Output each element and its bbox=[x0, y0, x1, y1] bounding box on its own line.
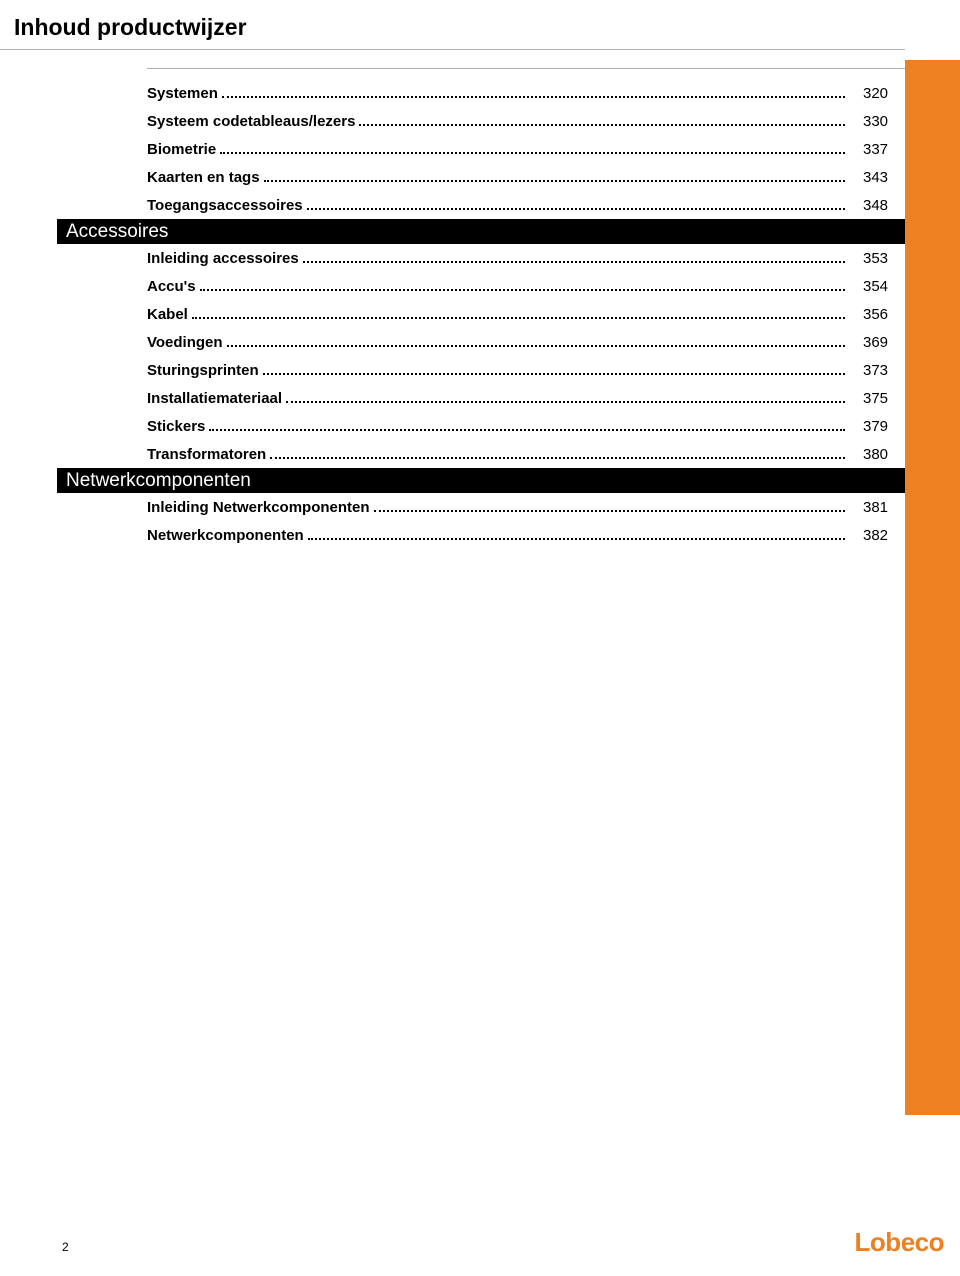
toc-item-label: Toegangsaccessoires bbox=[147, 197, 303, 214]
toc-item-page: 330 bbox=[857, 113, 905, 130]
toc-item-page: 380 bbox=[857, 446, 905, 463]
toc-item-label-wrap: Kabel bbox=[147, 306, 857, 323]
toc-item[interactable]: Netwerkcomponenten 382 bbox=[0, 521, 905, 549]
toc-leader-dots bbox=[220, 152, 845, 154]
toc-item-label: Netwerkcomponenten bbox=[147, 527, 304, 544]
toc-item-label-wrap: Voedingen bbox=[147, 334, 857, 351]
toc-leader-dots bbox=[264, 180, 845, 182]
toc-item[interactable]: Toegangsaccessoires 348 bbox=[0, 191, 905, 219]
toc-item[interactable]: Stickers 379 bbox=[0, 412, 905, 440]
toc-item[interactable]: Kabel 356 bbox=[0, 300, 905, 328]
toc-leader-dots bbox=[286, 401, 845, 403]
toc-item[interactable]: Kaarten en tags 343 bbox=[0, 163, 905, 191]
toc-item-page: 375 bbox=[857, 390, 905, 407]
toc-item-page: 353 bbox=[857, 250, 905, 267]
title-underline-inner bbox=[147, 68, 905, 69]
footer: 2 Lobeco bbox=[0, 1230, 960, 1258]
toc-item-label-wrap: Inleiding Netwerkcomponenten bbox=[147, 499, 857, 516]
toc-item[interactable]: Inleiding accessoires 353 bbox=[0, 244, 905, 272]
toc-item[interactable]: Transformatoren 380 bbox=[0, 440, 905, 468]
toc-item-label-wrap: Biometrie bbox=[147, 141, 857, 158]
page-title: Inhoud productwijzer bbox=[0, 0, 960, 49]
toc-item-label: Installatiemateriaal bbox=[147, 390, 282, 407]
toc-item-page: 379 bbox=[857, 418, 905, 435]
toc-item-page: 381 bbox=[857, 499, 905, 516]
toc-item-page: 337 bbox=[857, 141, 905, 158]
toc-item-label-wrap: Toegangsaccessoires bbox=[147, 197, 857, 214]
toc-leader-dots bbox=[359, 124, 845, 126]
toc-heading-label: Accessoires bbox=[66, 221, 168, 243]
toc-leader-dots bbox=[270, 457, 845, 459]
toc-leader-dots bbox=[192, 317, 845, 319]
toc-item-label-wrap: Inleiding accessoires bbox=[147, 250, 857, 267]
toc-item-label: Inleiding accessoires bbox=[147, 250, 299, 267]
toc-item-label-wrap: Installatiemateriaal bbox=[147, 390, 857, 407]
toc-item-label: Transformatoren bbox=[147, 446, 266, 463]
toc-item-label: Inleiding Netwerkcomponenten bbox=[147, 499, 370, 516]
toc-leader-dots bbox=[307, 208, 845, 210]
toc-section-heading: Netwerkcomponenten bbox=[57, 468, 905, 493]
toc-leader-dots bbox=[308, 538, 845, 540]
toc-leader-dots bbox=[263, 373, 845, 375]
toc-item-page: 356 bbox=[857, 306, 905, 323]
page-number: 2 bbox=[62, 1240, 69, 1254]
toc-item-label-wrap: Systeem codetableaus/lezers bbox=[147, 113, 857, 130]
toc-item-label-wrap: Accu's bbox=[147, 278, 857, 295]
toc-item-page: 348 bbox=[857, 197, 905, 214]
toc-item-label-wrap: Kaarten en tags bbox=[147, 169, 857, 186]
toc-heading-label: Netwerkcomponenten bbox=[66, 470, 251, 492]
toc-item[interactable]: Installatiemateriaal 375 bbox=[0, 384, 905, 412]
toc-item-page: 382 bbox=[857, 527, 905, 544]
toc-item[interactable]: Sturingsprinten 373 bbox=[0, 356, 905, 384]
toc-container: Systemen 320 Systeem codetableaus/lezers 33… bbox=[0, 79, 905, 549]
toc-leader-dots bbox=[374, 510, 845, 512]
toc-item-label-wrap: Stickers bbox=[147, 418, 857, 435]
toc-item-label: Kaarten en tags bbox=[147, 169, 260, 186]
toc-leader-dots bbox=[209, 429, 845, 431]
toc-item-label-wrap: Systemen bbox=[147, 85, 857, 102]
toc-item-label: Kabel bbox=[147, 306, 188, 323]
toc-item[interactable]: Accu's 354 bbox=[0, 272, 905, 300]
toc-leader-dots bbox=[227, 345, 845, 347]
toc-item-page: 320 bbox=[857, 85, 905, 102]
toc-item-page: 369 bbox=[857, 334, 905, 351]
toc-item-page: 354 bbox=[857, 278, 905, 295]
toc-item-label-wrap: Netwerkcomponenten bbox=[147, 527, 857, 544]
toc-leader-dots bbox=[222, 96, 845, 98]
toc-item-page: 343 bbox=[857, 169, 905, 186]
brand-logo: Lobeco bbox=[855, 1227, 944, 1258]
toc-leader-dots bbox=[303, 261, 845, 263]
toc-item-label: Voedingen bbox=[147, 334, 223, 351]
toc-item-label: Stickers bbox=[147, 418, 205, 435]
toc-item-label-wrap: Sturingsprinten bbox=[147, 362, 857, 379]
toc-item-label: Systeem codetableaus/lezers bbox=[147, 113, 355, 130]
toc-item[interactable]: Inleiding Netwerkcomponenten 381 bbox=[0, 493, 905, 521]
toc-item-label: Accu's bbox=[147, 278, 196, 295]
content-area: Systemen 320 Systeem codetableaus/lezers 33… bbox=[0, 79, 960, 549]
toc-item-label: Systemen bbox=[147, 85, 218, 102]
toc-section-heading: Accessoires bbox=[57, 219, 905, 244]
toc-item-page: 373 bbox=[857, 362, 905, 379]
toc-item[interactable]: Biometrie 337 bbox=[0, 135, 905, 163]
toc-item-label-wrap: Transformatoren bbox=[147, 446, 857, 463]
toc-item-label: Sturingsprinten bbox=[147, 362, 259, 379]
side-tab-bar bbox=[905, 60, 960, 1115]
toc-leader-dots bbox=[200, 289, 845, 291]
toc-item[interactable]: Systemen 320 bbox=[0, 79, 905, 107]
toc-item[interactable]: Systeem codetableaus/lezers 330 bbox=[0, 107, 905, 135]
toc-item-label: Biometrie bbox=[147, 141, 216, 158]
toc-item[interactable]: Voedingen 369 bbox=[0, 328, 905, 356]
title-underline-outer bbox=[0, 49, 905, 50]
